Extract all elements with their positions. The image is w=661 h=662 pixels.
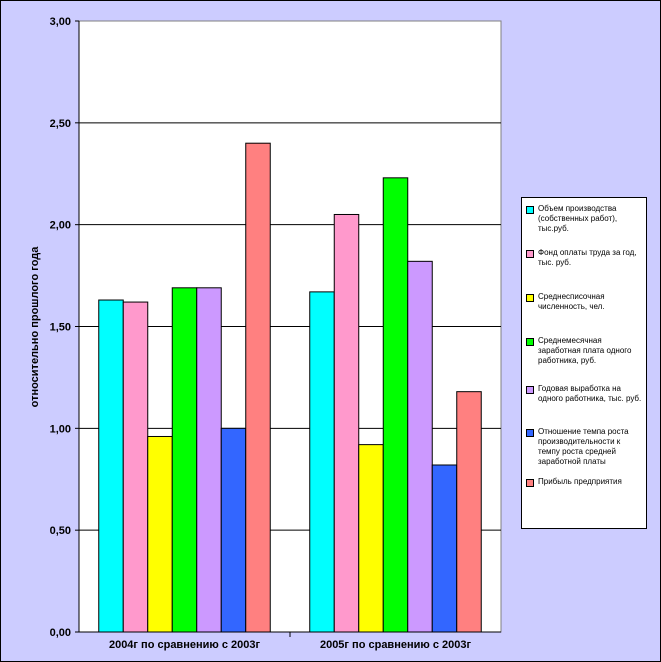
bar: [333, 213, 360, 633]
legend-swatch: [526, 479, 534, 487]
y-tick-label: 3,00: [50, 16, 71, 28]
bars: [98, 142, 482, 633]
legend-swatch: [526, 429, 534, 437]
y-tick-label: 2,50: [50, 118, 71, 130]
legend-item: Прибыль предприятия: [526, 477, 642, 507]
legend-item: Среднемесячная заработная плата одного р…: [526, 336, 642, 384]
legend-item: Фонд оплаты труда за год, тыс. руб.: [526, 248, 642, 292]
bar: [245, 142, 271, 633]
y-tick-label: 0,50: [50, 525, 71, 537]
y-tick-label: 2,00: [50, 220, 71, 232]
legend-swatch: [526, 338, 534, 346]
legend-item: Годовая выработка на одного работника, т…: [526, 384, 642, 427]
legend-label: Прибыль предприятия: [538, 477, 622, 486]
legend-label: Отношение темпа роста производительности…: [538, 427, 629, 466]
bar: [309, 291, 335, 633]
x-category-labels: 2004г по сравнению с 2003г 2005г по сравн…: [109, 639, 472, 651]
x-category-label: 2004г по сравнению с 2003г: [109, 639, 261, 651]
bar: [456, 391, 482, 633]
axes: [75, 20, 501, 637]
bar: [431, 464, 458, 633]
legend-label: Среднемесячная заработная плата одного р…: [538, 336, 632, 365]
legend-swatch: [526, 386, 534, 394]
bar: [220, 427, 247, 633]
bar: [147, 435, 173, 633]
x-category-label: 2005г по сравнению с 2003г: [320, 639, 472, 651]
y-axis-label: относительно прошлого года: [29, 246, 41, 408]
legend-swatch: [526, 250, 534, 258]
y-tick-label: 0,00: [50, 627, 71, 639]
bar: [122, 301, 149, 633]
y-tick-label: 1,50: [50, 322, 71, 334]
bar: [98, 299, 124, 633]
legend-label: Фонд оплаты труда за год, тыс. руб.: [538, 248, 637, 267]
legend-item: Среднесписочная численность, чел.: [526, 292, 642, 336]
bar: [407, 260, 433, 633]
y-tick-label: 1,00: [50, 423, 71, 435]
legend-label: Годовая выработка на одного работника, т…: [538, 384, 642, 403]
bar: [196, 287, 222, 633]
legend-item: Объем производства (собственных работ), …: [526, 204, 642, 248]
bar: [171, 287, 198, 633]
legend-item: Отношение темпа роста производительности…: [526, 427, 642, 477]
y-tick-labels: 0,00 0,50 1,00 1,50 2,00 2,50 3,00: [50, 16, 71, 639]
bar: [358, 444, 384, 633]
legend-label: Среднесписочная численность, чел.: [538, 292, 605, 311]
legend-swatch: [526, 294, 534, 302]
bar: [382, 177, 409, 633]
legend-label: Объем производства (собственных работ), …: [538, 204, 618, 233]
legend: Объем производства (собственных работ), …: [521, 197, 647, 529]
legend-swatch: [526, 206, 534, 214]
